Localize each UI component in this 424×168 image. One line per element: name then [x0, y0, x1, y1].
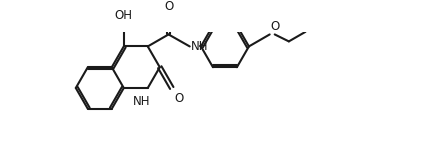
Text: O: O: [271, 20, 280, 33]
Text: NH: NH: [133, 95, 151, 108]
Text: O: O: [164, 0, 173, 13]
Text: O: O: [174, 92, 184, 105]
Text: NH: NH: [191, 40, 209, 53]
Text: OH: OH: [114, 9, 132, 23]
